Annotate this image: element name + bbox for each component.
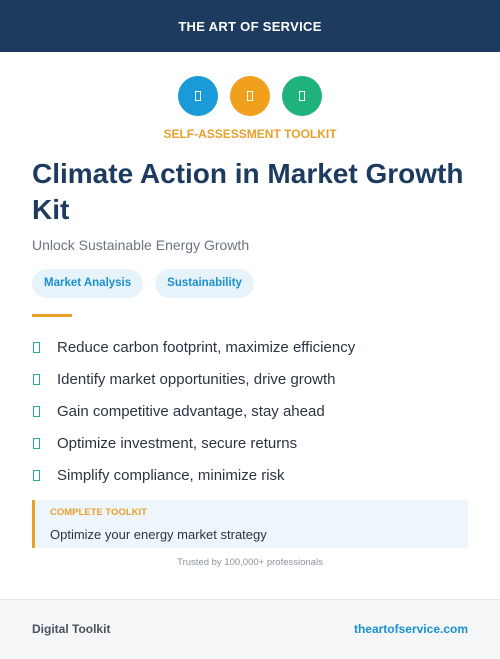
- subtitle: Unlock Sustainable Energy Growth: [32, 237, 250, 253]
- benefit-text: Reduce carbon footprint, maximize effici…: [57, 338, 356, 356]
- tag: Market Analysis: [32, 269, 144, 298]
- benefit: Identify market opportunities, drive gro…: [32, 363, 355, 395]
- benefit-text: Simplify compliance, minimize risk: [57, 466, 285, 484]
- benefit-text: Optimize investment, secure returns: [57, 434, 298, 452]
- icon: [230, 76, 270, 116]
- check-icon: [33, 341, 40, 353]
- footer: Digital Toolkit theartofservice.com: [0, 599, 500, 659]
- tag: Sustainability: [155, 269, 254, 298]
- icon-row: [0, 76, 500, 116]
- benefit: Gain competitive advantage, stay ahead: [32, 395, 355, 427]
- footer-link[interactable]: theartofservice.com: [353, 622, 468, 636]
- divider: [32, 314, 72, 317]
- check-icon: [33, 373, 40, 385]
- benefit-text: Gain competitive advantage, stay ahead: [57, 402, 325, 420]
- benefit: Reduce carbon footprint, maximize effici…: [32, 331, 355, 363]
- title: Climate Action in Market Growth Kit: [32, 158, 464, 225]
- callout: COMPLETE TOOLKIT Optimize your energy ma…: [32, 500, 468, 548]
- benefit: Simplify compliance, minimize risk: [32, 459, 355, 491]
- check-icon: [33, 405, 40, 417]
- benefit: Optimize investment, secure returns: [32, 427, 355, 459]
- icon: [282, 76, 322, 116]
- benefit-text: Identify market opportunities, drive gro…: [57, 370, 336, 388]
- callout-text: Optimize your energy market strategy: [50, 527, 267, 542]
- check-icon: [33, 437, 40, 449]
- trust-note: Trusted by 100,000+ professionals: [177, 557, 323, 568]
- header: THE ART OF SERVICE: [0, 0, 500, 52]
- brand: THE ART OF SERVICE: [178, 18, 322, 34]
- benefit-list: Reduce carbon footprint, maximize effici…: [32, 331, 355, 491]
- check-icon: [33, 469, 40, 481]
- callout-label: COMPLETE TOOLKIT: [50, 507, 147, 518]
- footer-label: Digital Toolkit: [32, 622, 111, 636]
- badge: SELF-ASSESSMENT TOOLKIT: [163, 127, 337, 141]
- tags: Market Analysis Sustainability: [32, 269, 254, 298]
- icon: [178, 76, 218, 116]
